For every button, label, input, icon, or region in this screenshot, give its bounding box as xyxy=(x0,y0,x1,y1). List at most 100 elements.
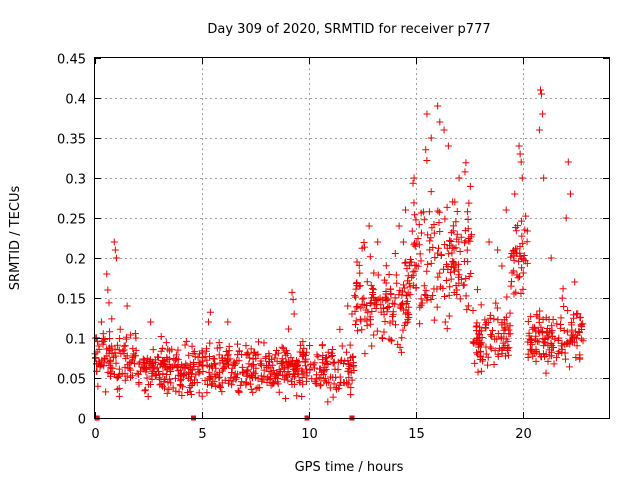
data-point xyxy=(163,366,171,374)
data-point xyxy=(524,350,532,358)
data-point xyxy=(562,355,570,363)
data-point xyxy=(446,283,454,291)
data-point xyxy=(265,350,273,358)
data-point xyxy=(189,350,197,358)
data-point xyxy=(402,206,410,214)
data-point xyxy=(518,232,526,240)
data-point xyxy=(208,380,216,388)
data-point xyxy=(129,345,137,353)
data-point xyxy=(536,307,544,315)
data-point xyxy=(367,299,375,307)
data-point xyxy=(162,362,170,370)
data-point xyxy=(504,351,512,359)
data-point xyxy=(537,323,545,331)
data-point xyxy=(463,246,471,254)
data-point xyxy=(296,348,304,356)
data-point xyxy=(135,380,143,388)
y-tick-label: 0.15 xyxy=(57,293,86,308)
data-point xyxy=(165,385,173,393)
data-point xyxy=(247,345,255,353)
data-point xyxy=(199,362,207,370)
data-point xyxy=(564,339,572,347)
data-point xyxy=(444,142,452,150)
axis-ticks: 0 0.05 0.1 0.15 0.2 0.25 0.3 0.35 0.4 0.45 0 5 10 15 2… xyxy=(57,53,609,442)
data-point xyxy=(325,378,333,386)
data-point xyxy=(382,279,390,287)
data-point xyxy=(452,281,460,289)
data-point xyxy=(461,168,469,176)
data-point xyxy=(188,380,196,388)
data-point xyxy=(392,271,400,279)
data-point xyxy=(287,378,295,386)
data-point xyxy=(577,321,585,329)
data-point xyxy=(159,382,167,390)
data-point xyxy=(279,358,287,366)
data-point xyxy=(111,345,119,353)
data-point xyxy=(329,393,337,401)
data-point xyxy=(567,319,575,327)
data-point xyxy=(367,281,375,289)
data-point xyxy=(177,370,185,378)
data-point xyxy=(510,267,518,275)
data-point xyxy=(345,373,353,381)
data-point xyxy=(579,337,587,345)
data-point xyxy=(329,351,337,359)
data-point xyxy=(158,344,166,352)
plot-frame xyxy=(94,57,610,419)
data-point xyxy=(252,385,260,393)
data-point xyxy=(378,334,386,342)
data-point xyxy=(265,367,273,375)
data-point xyxy=(510,256,518,264)
data-point xyxy=(215,373,223,381)
data-point xyxy=(178,391,186,399)
x-axis-label: GPS time / hours xyxy=(295,460,404,475)
data-point xyxy=(149,367,157,375)
data-point xyxy=(570,311,578,319)
data-point xyxy=(174,346,182,354)
data-point xyxy=(417,295,425,303)
data-point xyxy=(92,354,100,362)
data-point xyxy=(410,281,418,289)
data-point xyxy=(395,291,403,299)
data-point xyxy=(385,303,393,311)
data-point xyxy=(320,377,328,385)
data-point xyxy=(327,352,335,360)
data-point xyxy=(416,250,424,258)
data-point xyxy=(557,342,565,350)
data-point xyxy=(394,340,402,348)
data-point xyxy=(502,206,510,214)
data-point xyxy=(383,308,391,316)
data-point xyxy=(141,387,149,395)
data-point xyxy=(535,338,543,346)
data-point xyxy=(188,366,196,374)
data-point xyxy=(258,361,266,369)
y-tick-label: 0.05 xyxy=(57,373,86,388)
data-point xyxy=(129,353,137,361)
data-point xyxy=(450,260,458,268)
data-point xyxy=(353,279,361,287)
data-point xyxy=(358,326,366,334)
data-point xyxy=(517,289,525,297)
data-point xyxy=(256,384,264,392)
data-point xyxy=(414,235,422,243)
data-point xyxy=(410,174,418,182)
data-point xyxy=(229,360,237,368)
data-point xyxy=(201,377,209,385)
data-point xyxy=(171,374,179,382)
data-point xyxy=(115,392,123,400)
data-point xyxy=(441,293,449,301)
data-point xyxy=(289,365,297,373)
data-point xyxy=(143,365,151,373)
data-point xyxy=(418,299,426,307)
data-point xyxy=(316,382,324,390)
data-point xyxy=(420,282,428,290)
data-point xyxy=(97,318,105,326)
data-point xyxy=(111,246,119,254)
data-point xyxy=(102,388,110,396)
data-point xyxy=(254,375,262,383)
data-point xyxy=(380,328,388,336)
data-point xyxy=(548,341,556,349)
data-point xyxy=(370,331,378,339)
data-point xyxy=(462,159,470,167)
data-point xyxy=(195,369,203,377)
